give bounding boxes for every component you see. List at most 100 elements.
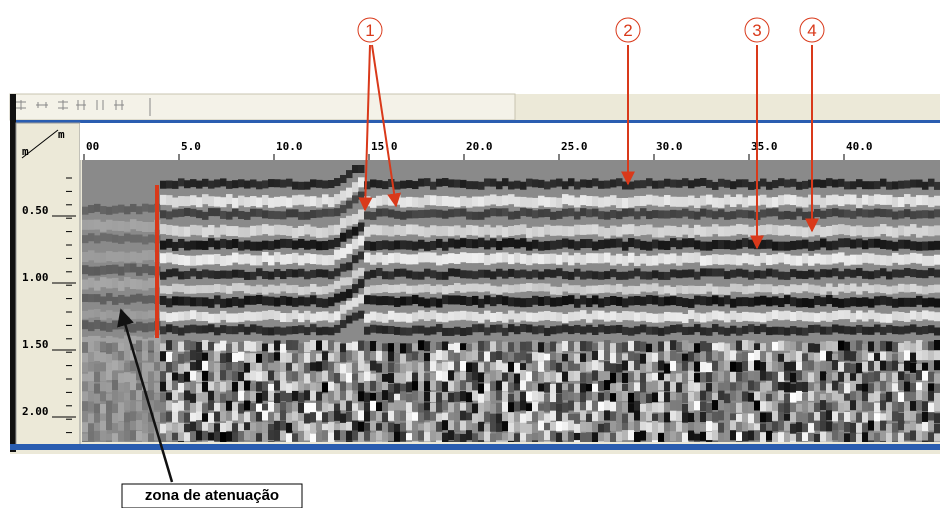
- noise: [868, 341, 875, 351]
- noise: [796, 412, 803, 422]
- noise: [754, 350, 761, 360]
- noise: [676, 411, 683, 421]
- reflector: [856, 311, 863, 320]
- noise: [904, 341, 911, 351]
- reflector: [352, 239, 359, 249]
- noise: [94, 414, 101, 424]
- noise: [364, 431, 371, 441]
- reflector: [676, 297, 683, 306]
- reflector: [412, 312, 419, 321]
- reflector: [406, 180, 413, 188]
- reflector: [862, 297, 869, 306]
- reflector: [436, 284, 443, 292]
- reflector: [466, 198, 473, 208]
- noise: [418, 430, 425, 440]
- reflector: [172, 181, 179, 189]
- noise: [304, 374, 311, 384]
- reflector: [184, 208, 191, 216]
- noise: [478, 422, 485, 432]
- reflector: [778, 195, 785, 205]
- noise: [286, 423, 293, 433]
- noise: [868, 383, 875, 393]
- reflector: [604, 285, 611, 293]
- noise: [352, 350, 359, 360]
- noise: [106, 343, 113, 353]
- reflector: [508, 194, 515, 204]
- reflector: [670, 253, 677, 263]
- reflector: [808, 270, 815, 278]
- reflector: [802, 328, 809, 336]
- noise: [568, 371, 575, 381]
- reflector: [688, 238, 695, 247]
- reflector: [448, 197, 455, 207]
- reflector: [268, 327, 275, 335]
- noise: [814, 403, 821, 413]
- reflector: [442, 178, 449, 186]
- reflector: [130, 263, 137, 272]
- reflector: [688, 228, 695, 238]
- reflector: [850, 297, 857, 306]
- reflector: [136, 253, 143, 263]
- x-ruler-label: 35.0: [751, 140, 778, 153]
- reflector: [82, 320, 89, 329]
- noise: [520, 392, 527, 402]
- noise: [232, 371, 239, 381]
- noise: [274, 380, 281, 390]
- reflector: [904, 298, 911, 307]
- reflector: [838, 179, 845, 187]
- noise: [520, 342, 527, 352]
- reflector: [166, 324, 173, 332]
- noise: [436, 422, 443, 432]
- reflector: [466, 212, 473, 220]
- noise: [124, 383, 131, 393]
- noise: [382, 422, 389, 432]
- noise: [274, 404, 281, 414]
- reflector: [730, 255, 737, 265]
- reflector: [790, 284, 797, 292]
- x-ruler-label: 25.0: [561, 140, 588, 153]
- noise: [178, 423, 185, 433]
- noise: [292, 421, 299, 431]
- noise: [232, 411, 239, 421]
- reflector: [82, 220, 89, 230]
- reflector: [478, 284, 485, 292]
- reflector: [802, 271, 809, 279]
- noise: [586, 391, 593, 401]
- reflector: [934, 298, 940, 307]
- reflector: [454, 197, 461, 207]
- reflector: [526, 325, 533, 333]
- noise: [778, 420, 785, 430]
- reflector: [568, 295, 575, 304]
- noise: [556, 363, 563, 373]
- reflector: [682, 298, 689, 307]
- noise: [490, 422, 497, 432]
- noise: [580, 373, 587, 383]
- reflector: [748, 210, 755, 218]
- noise: [352, 363, 359, 373]
- reflector: [358, 311, 365, 319]
- noise: [148, 363, 155, 373]
- reflector: [778, 327, 785, 335]
- noise: [580, 362, 587, 372]
- reflector: [280, 211, 287, 219]
- reflector: [910, 284, 917, 292]
- noise: [256, 381, 263, 391]
- noise: [844, 373, 851, 383]
- noise: [802, 413, 809, 423]
- y-ruler-label: 1.50: [22, 338, 49, 351]
- reflector: [448, 285, 455, 293]
- reflector: [166, 313, 173, 322]
- noise: [718, 361, 725, 371]
- reflector: [670, 269, 677, 277]
- reflector: [658, 253, 665, 263]
- noise: [880, 361, 887, 371]
- reflector: [598, 311, 605, 320]
- x-ruler-label: 40.0: [846, 140, 873, 153]
- reflector: [742, 210, 749, 218]
- reflector: [592, 242, 599, 251]
- reflector: [304, 212, 311, 220]
- noise: [178, 383, 185, 393]
- reflector: [700, 313, 707, 322]
- caption: zona de atenuação: [145, 487, 279, 504]
- reflector: [238, 211, 245, 219]
